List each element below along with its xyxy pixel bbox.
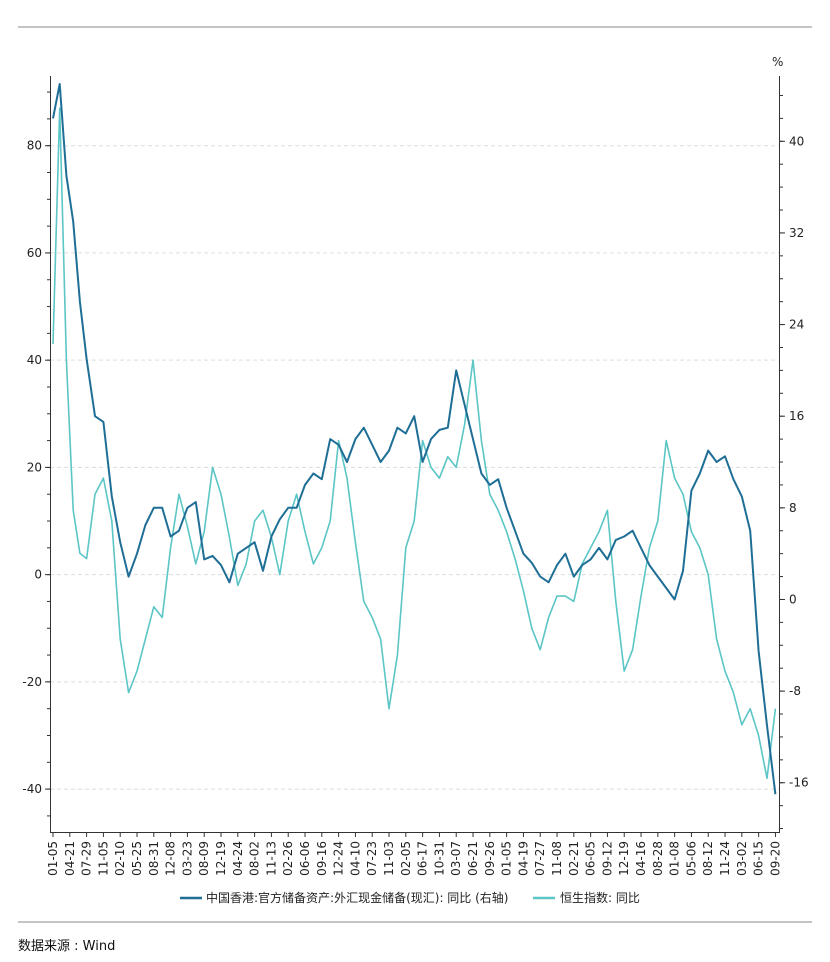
x-tick-label: 03-07 — [449, 841, 463, 876]
x-tick-label: 09-16 — [315, 841, 329, 876]
x-tick-label: 08-12 — [701, 841, 715, 876]
x-tick-label: 10-31 — [432, 841, 446, 876]
series-line-reserve — [52, 83, 777, 795]
x-tick-label: 09-12 — [600, 841, 614, 876]
x-tick-label: 06-05 — [584, 841, 598, 876]
x-tick-label: 06-15 — [752, 841, 766, 876]
legend: 中国香港:官方储备资产:外汇现金储备(现汇): 同比 (右轴) 恒生指数: 同比 — [180, 890, 640, 905]
right-tick-label: -8 — [789, 684, 801, 698]
right-tick-label: 8 — [789, 501, 797, 515]
x-tick-label: 04-19 — [516, 841, 530, 876]
right-tick-label: 40 — [789, 134, 804, 148]
x-tick-label: 07-27 — [533, 841, 547, 876]
right-tick-label: 0 — [789, 592, 797, 606]
left-axis-ticks: 80 60 40 20 0 -20 -40 — [22, 91, 50, 817]
x-tick-label: 02-05 — [399, 841, 413, 876]
left-tick-label: 80 — [27, 139, 42, 153]
x-tick-label: 11-24 — [718, 841, 732, 876]
x-tick-label: 02-10 — [113, 841, 127, 876]
x-tick-label: 01-05 — [46, 841, 60, 876]
x-tick-label: 02-21 — [567, 841, 581, 876]
x-tick-label: 05-25 — [130, 841, 144, 876]
x-tick-label: 12-19 — [617, 841, 631, 876]
right-tick-label: 32 — [789, 226, 804, 240]
legend-label-reserve: 中国香港:官方储备资产:外汇现金储备(现汇): 同比 (右轴) — [206, 890, 509, 905]
right-tick-label: -16 — [789, 776, 809, 790]
series-line-hsi — [52, 107, 777, 780]
x-tick-label: 07-23 — [365, 841, 379, 876]
left-tick-label: 60 — [27, 246, 42, 260]
left-tick-label: -40 — [22, 782, 42, 796]
x-tick-label: 02-26 — [281, 841, 295, 876]
right-tick-label: 16 — [789, 409, 804, 423]
x-tick-label: 11-03 — [382, 841, 396, 876]
x-tick-label: 12-08 — [164, 841, 178, 876]
x-tick-label: 06-17 — [416, 841, 430, 876]
right-tick-label: 24 — [789, 318, 804, 332]
x-axis-ticks: 01-05 04-21 07-29 11-05 02-10 05-25 08-31 12-08… — [46, 832, 782, 876]
right-axis-unit: % — [772, 55, 783, 69]
x-tick-label: 08-28 — [651, 841, 665, 876]
x-tick-label: 09-20 — [768, 841, 782, 876]
series-layer — [52, 83, 777, 795]
x-tick-label: 06-21 — [466, 841, 480, 876]
left-tick-label: 0 — [34, 568, 42, 582]
x-tick-label: 01-08 — [668, 841, 682, 876]
x-tick-label: 06-06 — [298, 841, 312, 876]
gridlines — [50, 145, 780, 790]
x-tick-label: 07-29 — [80, 841, 94, 876]
x-tick-label: 08-31 — [147, 841, 161, 876]
x-tick-label: 12-24 — [332, 841, 346, 876]
x-tick-label: 04-24 — [231, 841, 245, 876]
x-tick-label: 09-26 — [483, 841, 497, 876]
x-tick-label: 03-02 — [735, 841, 749, 876]
x-tick-label: 03-23 — [180, 841, 194, 876]
data-source-label: 数据来源 : Wind — [18, 939, 116, 954]
x-tick-label: 12-19 — [214, 841, 228, 876]
x-tick-label: 11-13 — [264, 841, 278, 876]
x-tick-label: 11-08 — [550, 841, 564, 876]
x-tick-label: 08-02 — [248, 841, 262, 876]
left-tick-label: -20 — [22, 675, 42, 689]
left-tick-label: 20 — [27, 460, 42, 474]
x-tick-label: 04-16 — [634, 841, 648, 876]
x-tick-label: 01-05 — [500, 841, 514, 876]
x-tick-label: 04-10 — [348, 841, 362, 876]
x-tick-label: 04-21 — [63, 841, 77, 876]
right-axis-ticks: 40 32 24 16 8 0 -8 -16 — [780, 94, 809, 830]
x-tick-label: 05-06 — [684, 841, 698, 876]
legend-label-hsi: 恒生指数: 同比 — [560, 890, 640, 905]
x-tick-label: 11-05 — [96, 841, 110, 876]
left-tick-label: 40 — [27, 353, 42, 367]
x-tick-label: 08-09 — [197, 841, 211, 876]
